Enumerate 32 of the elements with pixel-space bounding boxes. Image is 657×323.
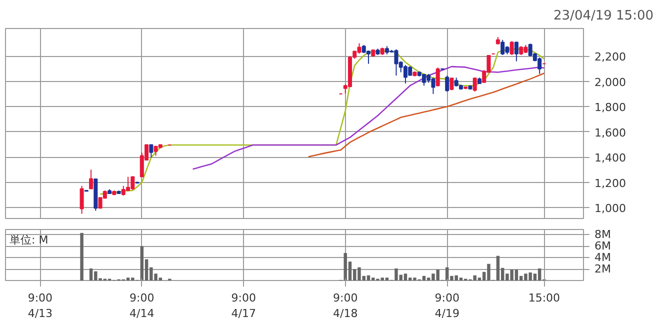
- x-tick-label: 9:00 4/13: [28, 292, 53, 320]
- candlestick: [149, 144, 154, 158]
- y-tick-label: 8M: [594, 228, 611, 242]
- y-tick-label: 4M: [594, 251, 611, 264]
- annotation: 単位: M: [10, 234, 48, 246]
- candlestick: [89, 169, 94, 190]
- candlestick: [80, 185, 84, 214]
- x-tick-label: 9:00 4/19: [434, 292, 460, 320]
- line-series: [308, 72, 545, 158]
- chart-title: 23/04/19 15:00: [554, 8, 654, 24]
- candlestick: [472, 77, 477, 92]
- x-tick-label: 9:00 4/18: [333, 292, 358, 320]
- y-tick-label: 1,000: [594, 202, 626, 216]
- y-tick-label: 1,600: [594, 126, 626, 140]
- y-tick-label: 1,800: [594, 101, 626, 114]
- x-tick-label: 9:00 4/17: [231, 292, 256, 320]
- candlestick: [500, 39, 505, 56]
- y-tick-label: 2,000: [594, 76, 626, 89]
- x-tick-label: 9:00 4/14: [130, 292, 154, 320]
- candlestick: [510, 40, 514, 56]
- y-tick-label: 1,400: [594, 152, 626, 165]
- candlestick: [436, 67, 440, 87]
- candlestick: [514, 41, 518, 62]
- candlestick: [450, 78, 454, 91]
- bar: [80, 232, 84, 280]
- candlestick: [445, 75, 450, 92]
- y-tick-label: 2M: [594, 262, 611, 276]
- x-tick-label: 15:00: [528, 292, 560, 304]
- y-tick-label: 1,200: [594, 176, 626, 190]
- candlestick: [366, 50, 370, 64]
- y-tick-label: 6M: [594, 240, 611, 253]
- y-tick-label: 2,200: [594, 50, 626, 64]
